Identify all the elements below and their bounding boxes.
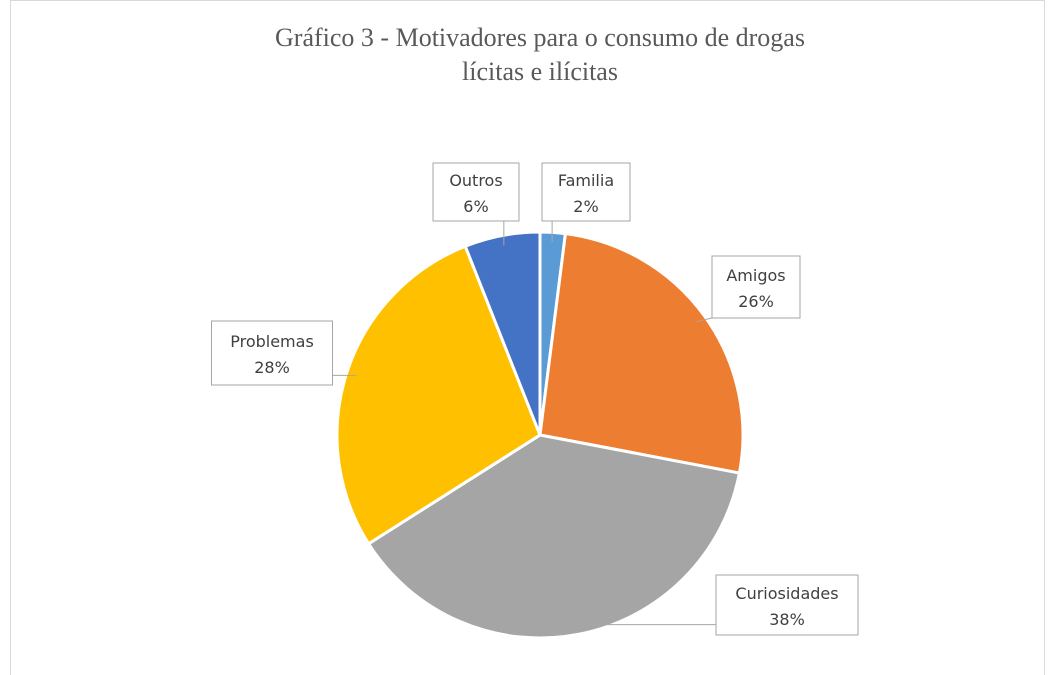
label-box: [432, 162, 520, 222]
pie-slice: [538, 231, 745, 475]
label-box: [541, 162, 631, 222]
category-label: Familia: [558, 171, 614, 190]
value-label: 6%: [463, 197, 488, 216]
category-label: Curiosidades: [735, 584, 838, 603]
pie-slice: [463, 230, 542, 436]
chart-title: lícitas e ilícitas: [462, 57, 618, 86]
chart-title: Gráfico 3 - Motivadores para o consumo d…: [275, 23, 805, 52]
value-label: 2%: [573, 197, 598, 216]
label-box: [711, 255, 801, 319]
category-label: Problemas: [230, 332, 314, 351]
value-label: 28%: [254, 358, 290, 377]
leader-line: [696, 317, 713, 323]
label-box: [715, 574, 859, 636]
value-label: 38%: [769, 610, 805, 629]
category-label: Amigos: [726, 266, 785, 285]
category-label: Outros: [449, 171, 502, 190]
value-label: 26%: [738, 292, 774, 311]
pie-slice: [335, 244, 542, 546]
label-box: [211, 320, 333, 386]
